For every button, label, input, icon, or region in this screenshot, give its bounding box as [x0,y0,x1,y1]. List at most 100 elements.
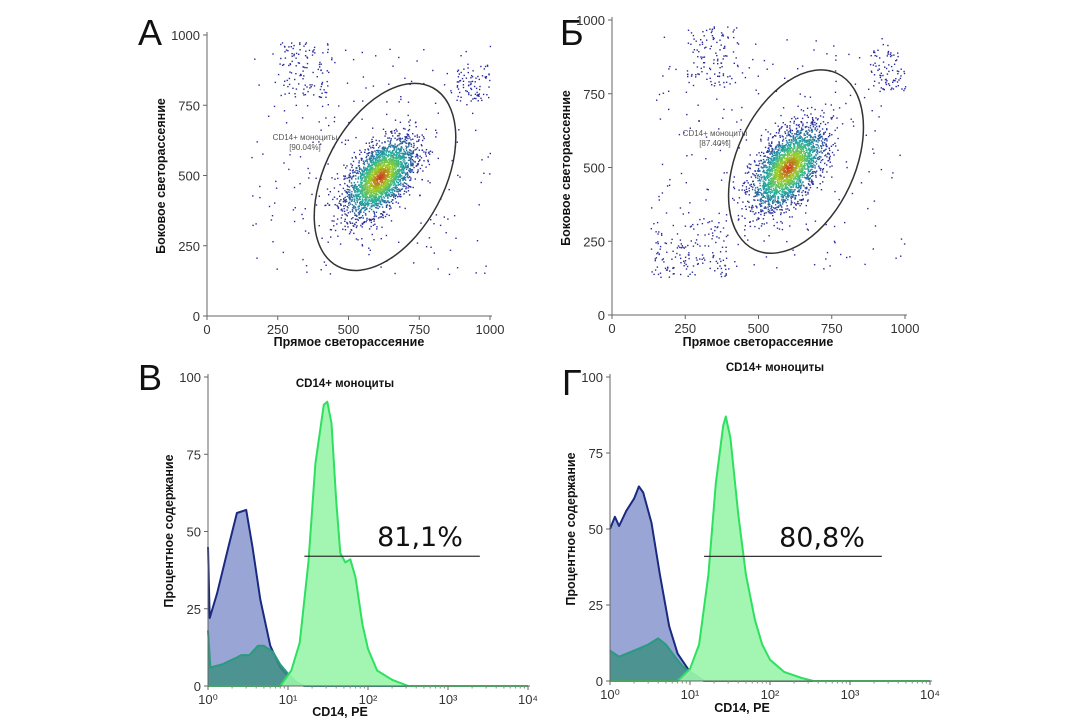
scatter-point [381,165,384,167]
scatter-point [767,201,770,203]
scatter-point [786,147,789,149]
scatter-point [339,200,341,202]
scatter-point [385,133,387,135]
scatter-point [299,49,301,51]
scatter-point [348,197,350,199]
scatter-point [289,154,291,156]
scatter-point [472,98,474,100]
scatter-point [810,139,812,142]
scatter-point [475,272,477,274]
scatter-point [394,154,396,156]
scatter-point [485,77,487,79]
scatter-point [804,95,806,98]
scatter-point [685,91,688,93]
scatter-point [377,157,380,159]
scatter-point [804,187,806,189]
scatter-point [777,199,779,201]
scatter-point [489,152,491,155]
scatter-point [785,197,788,199]
scatter-point [793,206,795,209]
scatter-point [484,76,486,78]
scatter-point [413,144,415,147]
scatter-point [353,171,355,173]
scatter-point [900,255,902,257]
scatter-point [387,162,389,164]
scatter-point [801,127,803,129]
scatter-point [757,167,760,170]
scatter-point [374,183,376,185]
scatter-point [805,177,807,179]
scatter-point [366,192,369,194]
scatter-point [720,275,723,278]
scatter-point [388,175,391,178]
scatter-point [344,220,346,222]
scatter-point [435,136,437,138]
scatter-point [398,190,400,192]
scatter-point [754,189,756,191]
scatter-point [383,211,386,213]
scatter-point [395,177,398,180]
scatter-point [754,161,756,163]
scatter-point [788,139,790,141]
scatter-point [392,65,394,67]
scatter-point [358,170,361,173]
scatter-point [815,143,817,146]
scatter-point [755,173,758,175]
scatter-point [360,201,362,203]
scatter-point [755,164,757,166]
scatter-point [480,65,482,68]
scatter-point [787,131,790,133]
scatter-point [767,198,769,200]
scatter-point [400,141,402,143]
scatter-point [806,125,808,128]
scatter-point [792,135,795,137]
scatter-point [319,66,321,68]
scatter-point [392,181,394,183]
scatter-point [400,163,402,166]
scatter-point [778,141,780,143]
scatter-point [375,196,377,198]
scatter-point [378,164,380,167]
scatter-point [776,208,778,211]
scatter-point [805,212,807,214]
scatter-point [762,185,765,188]
scatter-point [459,91,461,94]
scatter-point [388,161,390,164]
scatter-point [401,171,404,173]
scatter-point [846,256,848,259]
scatter-point [437,157,439,160]
scatter-point [810,155,812,157]
scatter-point [820,136,822,138]
scatter-point [367,154,369,157]
scatter-point [401,147,403,149]
scatter-point [761,199,764,202]
scatter-point [882,61,885,63]
scatter-point [283,84,285,86]
scatter-point [738,189,740,191]
scatter-point [655,231,657,233]
scatter-point [666,251,668,253]
scatter-point [807,116,809,118]
scatter-point [365,198,368,201]
scatter-point [348,176,351,179]
scatter-point [368,180,370,182]
scatter-point [808,189,810,191]
x-tick-label: 250 [267,322,289,337]
scatter-point [798,136,800,138]
scatter-point [865,134,867,136]
scatter-point [309,84,311,86]
scatter-point [369,196,372,198]
scatter-point [373,205,375,207]
scatter-point [254,58,256,60]
scatter-point [695,76,697,78]
scatter-point [757,218,760,220]
scatter-point [884,66,886,68]
scatter-point [378,191,380,193]
scatter-point [401,166,403,168]
scatter-point [773,224,775,227]
scatter-point [431,151,434,153]
scatter-point [763,164,765,167]
scatter-point [364,149,366,151]
scatter-point [408,169,410,172]
scatter-point [748,171,750,173]
